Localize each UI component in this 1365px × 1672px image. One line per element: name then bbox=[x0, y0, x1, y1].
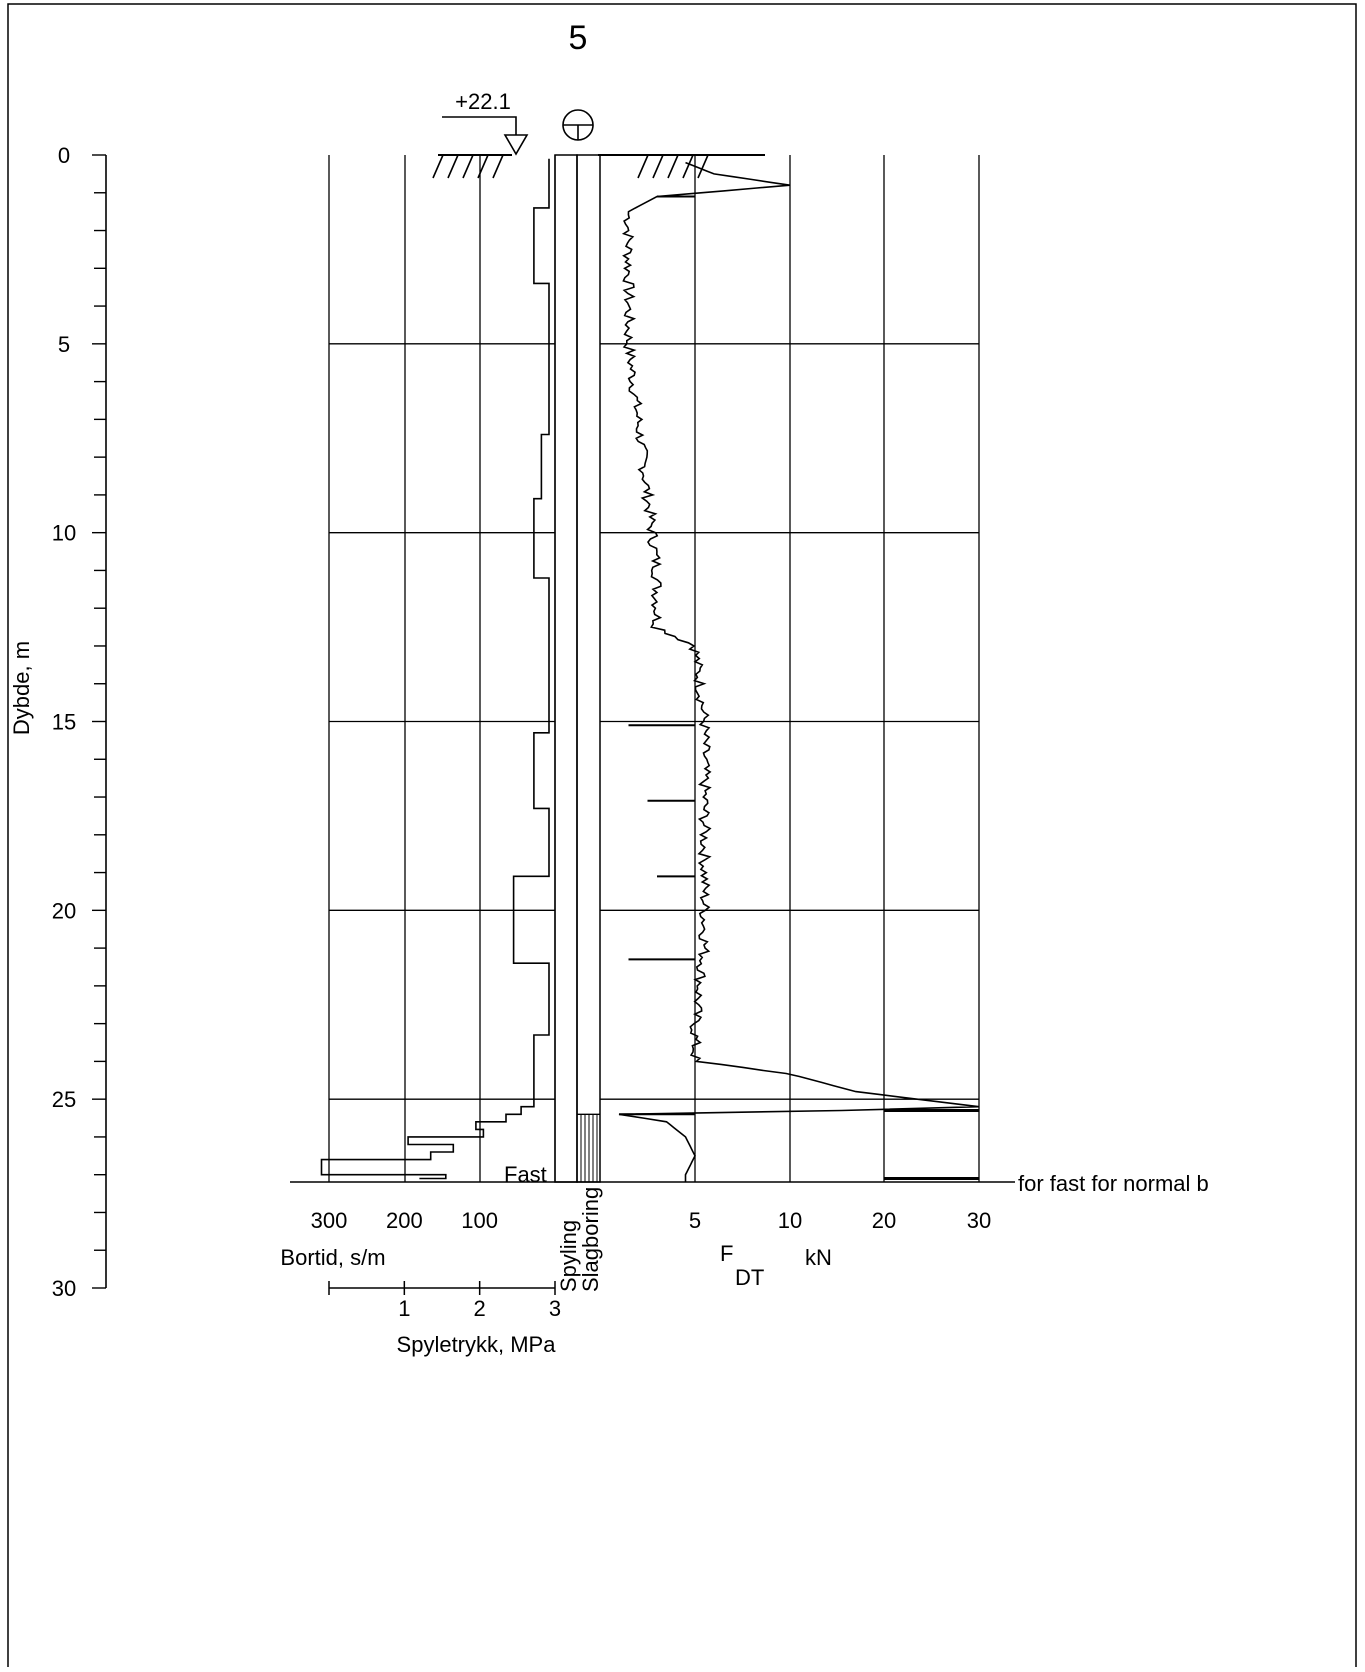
ground-surface bbox=[432, 154, 765, 179]
depth-tick-label: 0 bbox=[58, 143, 70, 168]
depth-tick-label: 10 bbox=[52, 521, 76, 546]
spyletrykk-tick-label: 1 bbox=[398, 1296, 410, 1321]
page-border bbox=[7, 3, 1357, 1672]
ground-hatch-left bbox=[432, 154, 504, 179]
spyling-column bbox=[554, 154, 578, 1183]
force-tick-label: 30 bbox=[967, 1208, 991, 1233]
slagboring-hatch bbox=[577, 1113, 600, 1182]
bortid-tick-label: 300 bbox=[311, 1208, 348, 1233]
depth-tick-label: 5 bbox=[58, 332, 70, 357]
bortid-tick-label: 100 bbox=[461, 1208, 498, 1233]
force-axis: 5 10 20 30 bbox=[689, 1208, 991, 1233]
elevation-label: +22.1 bbox=[455, 89, 511, 114]
method-columns bbox=[554, 154, 601, 1183]
bortid-curve bbox=[320, 158, 550, 1180]
force-axis-label-sub: DT bbox=[735, 1265, 764, 1290]
force-tick-label: 20 bbox=[872, 1208, 896, 1233]
force-axis-unit: kN bbox=[805, 1245, 832, 1270]
force-tick-label: 10 bbox=[778, 1208, 802, 1233]
plot-grid bbox=[328, 155, 980, 1182]
elevation-marker: +22.1 bbox=[442, 89, 529, 156]
depth-axis-label: Dybde, m bbox=[9, 641, 34, 735]
stop-note: for fast for normal b bbox=[1018, 1171, 1209, 1196]
depth-axis: 0 5 10 15 20 25 30 bbox=[52, 143, 107, 1301]
spyletrykk-axis-label: Spyletrykk, MPa bbox=[397, 1332, 557, 1357]
slagboring-column bbox=[576, 154, 601, 1183]
force-tick-label: 5 bbox=[689, 1208, 701, 1233]
spyletrykk-tick-label: 2 bbox=[474, 1296, 486, 1321]
bortid-axis-label: Bortid, s/m bbox=[280, 1245, 385, 1270]
ground-hatch-right bbox=[637, 154, 709, 179]
depth-tick-label: 30 bbox=[52, 1276, 76, 1301]
bortid-axis: 300 200 100 bbox=[311, 1208, 498, 1233]
depth-tick-label: 20 bbox=[52, 898, 76, 923]
spyling-label: Spyling bbox=[556, 1220, 581, 1292]
water-level-triangle bbox=[503, 134, 529, 156]
spyletrykk-axis: 1 2 3 bbox=[328, 1281, 561, 1321]
elevation-leader bbox=[442, 116, 517, 135]
bortid-tick-label: 200 bbox=[386, 1208, 423, 1233]
drill-symbol-mark bbox=[563, 124, 593, 140]
force-curve bbox=[618, 161, 980, 1183]
spyletrykk-tick-label: 3 bbox=[549, 1296, 561, 1321]
force-spikes bbox=[619, 195, 979, 1180]
depth-tick-label: 25 bbox=[52, 1087, 76, 1112]
depth-tick-label: 15 bbox=[52, 710, 76, 735]
slagboring-label: Slagboring bbox=[578, 1187, 603, 1292]
force-axis-label-main: F bbox=[720, 1241, 733, 1266]
fast-label: Fast bbox=[504, 1162, 547, 1187]
drilling-method-symbol bbox=[562, 109, 594, 141]
plot-title: 5 bbox=[569, 19, 588, 57]
